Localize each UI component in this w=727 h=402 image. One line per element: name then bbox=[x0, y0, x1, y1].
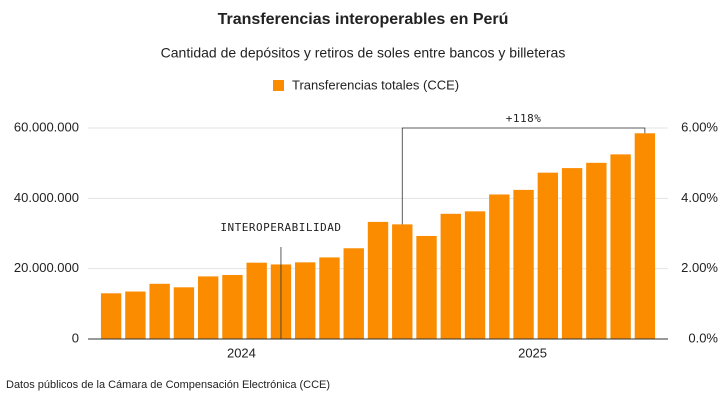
legend-label: Transferencias totales (CCE) bbox=[292, 77, 459, 92]
bar bbox=[489, 194, 510, 339]
y-tick-label: 0 bbox=[72, 330, 79, 345]
annotation: +118% bbox=[506, 112, 542, 125]
bar bbox=[586, 162, 607, 339]
x-tick-label: 2024 bbox=[227, 345, 256, 360]
legend-swatch bbox=[273, 80, 284, 91]
source: Datos públicos de la Cámara de Compensac… bbox=[6, 379, 330, 391]
bar bbox=[367, 221, 389, 339]
bar bbox=[634, 133, 656, 339]
bar bbox=[343, 248, 364, 339]
bar bbox=[100, 293, 122, 339]
bar bbox=[319, 257, 340, 339]
y-tick-label: 40.000.000 bbox=[14, 190, 79, 205]
bar bbox=[125, 291, 146, 339]
bar bbox=[537, 172, 559, 339]
y2-tick-label: 6.00% bbox=[681, 119, 718, 134]
bar bbox=[197, 276, 219, 339]
bar bbox=[561, 168, 583, 339]
bar bbox=[222, 274, 243, 339]
annotation: INTEROPERABILIDAD bbox=[220, 221, 341, 234]
bar bbox=[416, 235, 437, 339]
bar bbox=[440, 213, 461, 339]
y2-tick-label: 2.00% bbox=[681, 260, 718, 275]
bar bbox=[149, 283, 170, 339]
chart-subtitle: Cantidad de depósitos y retiros de soles… bbox=[161, 45, 566, 61]
bar bbox=[610, 154, 631, 339]
bar bbox=[464, 211, 486, 339]
y2-tick-label: 0.0% bbox=[688, 330, 718, 345]
bar bbox=[173, 287, 195, 339]
bar bbox=[392, 224, 413, 339]
y2-tick-label: 4.00% bbox=[681, 190, 718, 205]
annotation-bracket bbox=[401, 127, 646, 225]
y-tick-label: 60.000.000 bbox=[14, 119, 79, 134]
y-tick-label: 20.000.000 bbox=[14, 260, 79, 275]
bar bbox=[246, 262, 267, 339]
x-tick-label: 2025 bbox=[518, 345, 547, 360]
chart-title: Transferencias interoperables en Perú bbox=[218, 11, 509, 28]
bar bbox=[295, 262, 316, 339]
bar bbox=[513, 189, 534, 339]
